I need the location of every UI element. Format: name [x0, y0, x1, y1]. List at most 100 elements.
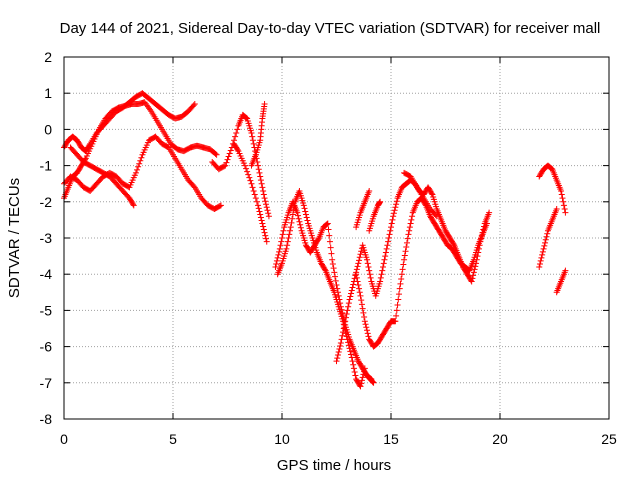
data-point	[388, 220, 395, 227]
data-point	[340, 325, 347, 332]
data-point	[291, 203, 298, 210]
data-point	[358, 380, 365, 387]
data-point	[560, 202, 567, 209]
data-point	[366, 271, 373, 278]
data-point	[350, 361, 357, 368]
data-point	[332, 277, 339, 284]
data-point	[337, 342, 344, 349]
data-point	[253, 198, 260, 205]
data-point	[248, 180, 255, 187]
data-point	[357, 251, 364, 258]
data-point	[357, 383, 364, 390]
data-point	[399, 266, 406, 273]
data-point	[361, 318, 368, 325]
data-point	[325, 226, 332, 233]
data-point	[345, 339, 352, 346]
data-point	[255, 205, 262, 212]
data-point	[352, 372, 359, 379]
data-point	[190, 183, 197, 190]
data-point	[365, 263, 372, 270]
data-point	[356, 254, 363, 261]
data-point	[130, 202, 137, 209]
data-point	[335, 292, 342, 299]
data-point	[275, 251, 282, 258]
data-point	[136, 160, 143, 167]
data-point	[383, 245, 390, 252]
data-point	[260, 223, 267, 230]
data-point	[403, 239, 410, 246]
data-point	[284, 238, 291, 245]
data-point	[257, 177, 264, 184]
data-point	[345, 300, 352, 307]
data-point	[284, 242, 291, 249]
data-point	[395, 296, 402, 303]
data-point	[348, 351, 355, 358]
data-point	[278, 238, 285, 245]
data-point	[353, 266, 360, 273]
data-point	[348, 354, 355, 361]
data-point	[364, 330, 371, 337]
data-point	[287, 224, 294, 231]
data-point	[356, 285, 363, 292]
data-point	[366, 187, 373, 194]
data-point	[212, 150, 219, 157]
data-point	[378, 271, 385, 278]
data-point	[343, 333, 350, 340]
data-point	[465, 266, 472, 273]
data-point	[343, 311, 350, 318]
data-point	[294, 212, 301, 219]
data-point	[277, 242, 284, 249]
data-point	[542, 239, 549, 246]
data-point	[363, 324, 370, 331]
data-point	[408, 216, 415, 223]
data-point	[247, 177, 254, 184]
data-point	[327, 244, 334, 251]
data-point	[364, 256, 371, 263]
series-s1	[61, 90, 198, 155]
data-point	[402, 248, 409, 255]
data-point	[301, 205, 308, 212]
data-point	[333, 358, 340, 365]
data-point	[349, 358, 356, 365]
data-point	[276, 245, 283, 252]
data-point	[358, 248, 365, 255]
data-point	[361, 314, 368, 321]
data-point	[346, 296, 353, 303]
y-tick-label: -1	[40, 158, 53, 174]
data-point	[348, 287, 355, 294]
data-point	[385, 235, 392, 241]
data-point	[280, 227, 287, 234]
data-point	[543, 233, 550, 240]
x-tick-label: 20	[492, 431, 508, 447]
data-point	[377, 274, 384, 281]
data-point	[393, 201, 400, 208]
data-point	[360, 309, 367, 316]
data-point	[250, 140, 257, 147]
data-point	[234, 126, 241, 133]
data-point	[257, 214, 264, 221]
data-point	[537, 257, 544, 264]
data-point	[367, 274, 374, 281]
data-point	[358, 301, 365, 308]
data-point	[450, 241, 457, 248]
data-point	[222, 162, 229, 169]
data-point	[255, 162, 262, 169]
data-point	[384, 242, 391, 249]
data-point	[289, 215, 296, 222]
data-point	[324, 220, 331, 227]
data-point	[471, 266, 478, 273]
data-point	[261, 101, 268, 108]
data-point	[345, 303, 352, 310]
data-point	[358, 297, 365, 304]
data-point	[302, 208, 309, 215]
data-point	[286, 231, 293, 238]
data-point	[432, 212, 439, 219]
data-point	[540, 245, 547, 252]
data-point	[225, 153, 232, 160]
data-point	[249, 184, 256, 191]
series-s6	[231, 140, 270, 245]
chart-title: Day 144 of 2021, Sidereal Day-to-day VTE…	[60, 20, 601, 37]
data-point	[562, 267, 569, 274]
data-point	[558, 191, 565, 198]
